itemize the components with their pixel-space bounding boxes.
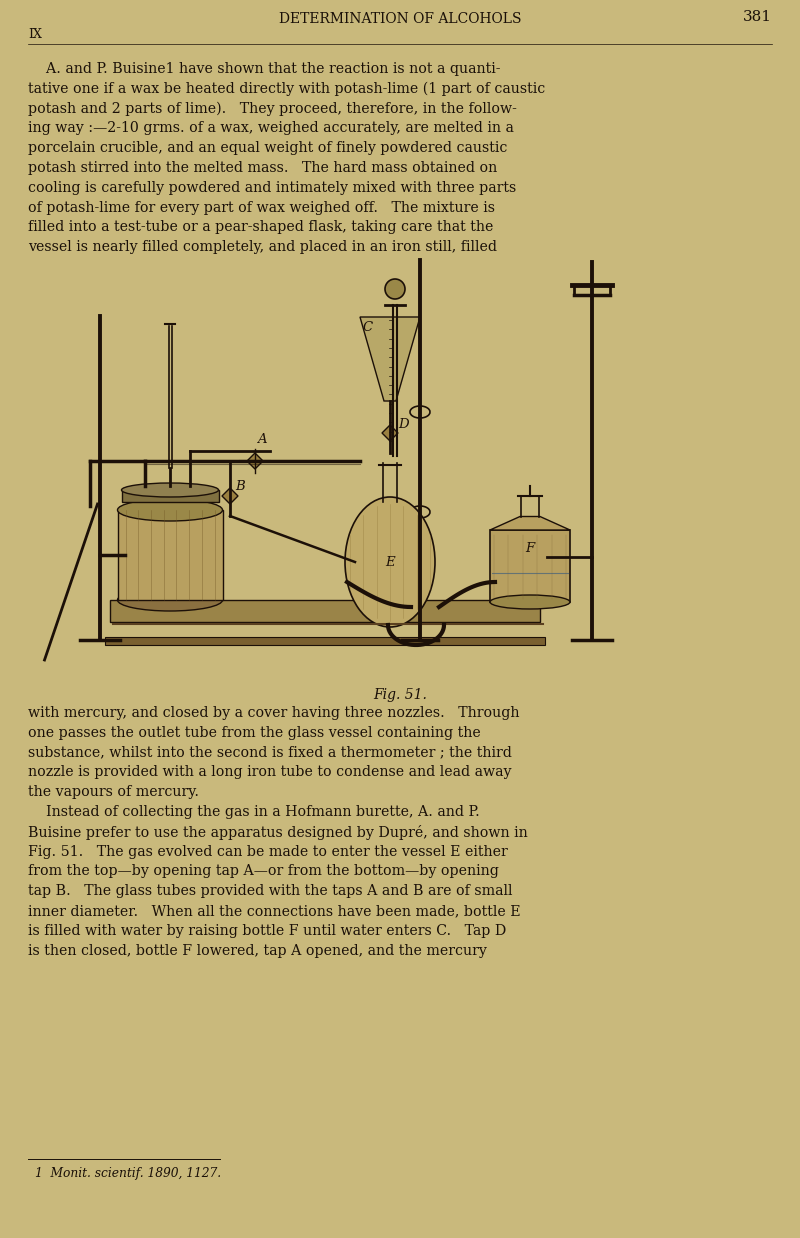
Polygon shape bbox=[222, 488, 238, 504]
Text: E: E bbox=[385, 556, 394, 568]
Text: tap B.   The glass tubes provided with the taps A and B are of small: tap B. The glass tubes provided with the… bbox=[28, 884, 513, 899]
Text: inner diameter.   When all the connections have been made, bottle E: inner diameter. When all the connections… bbox=[28, 904, 521, 919]
Bar bbox=[105, 638, 545, 645]
Text: substance, whilst into the second is fixed a thermometer ; the third: substance, whilst into the second is fix… bbox=[28, 745, 512, 760]
Ellipse shape bbox=[490, 595, 570, 609]
Text: DETERMINATION OF ALCOHOLS: DETERMINATION OF ALCOHOLS bbox=[278, 12, 522, 26]
FancyBboxPatch shape bbox=[110, 600, 540, 621]
Text: B: B bbox=[235, 480, 245, 493]
Text: porcelain crucible, and an equal weight of finely powdered caustic: porcelain crucible, and an equal weight … bbox=[28, 141, 507, 155]
Text: tative one if a wax be heated directly with potash-lime (1 part of caustic: tative one if a wax be heated directly w… bbox=[28, 82, 546, 97]
Bar bbox=[122, 490, 218, 501]
Text: 1  Monit. scientif. 1890, 1127.: 1 Monit. scientif. 1890, 1127. bbox=[35, 1167, 221, 1180]
Text: IX: IX bbox=[28, 28, 42, 41]
Bar bbox=[490, 530, 570, 602]
Text: Buisine prefer to use the apparatus designed by Dupré, and shown in: Buisine prefer to use the apparatus desi… bbox=[28, 825, 528, 839]
Text: with mercury, and closed by a cover having three nozzles.   Through: with mercury, and closed by a cover havi… bbox=[28, 706, 519, 721]
Text: 381: 381 bbox=[743, 10, 772, 24]
Text: the vapours of mercury.: the vapours of mercury. bbox=[28, 785, 199, 800]
Text: C: C bbox=[362, 321, 372, 334]
Ellipse shape bbox=[345, 496, 435, 626]
Text: from the top—by opening tap A—or from the bottom—by opening: from the top—by opening tap A—or from th… bbox=[28, 864, 499, 879]
Text: A. and P. Buisine1 have shown that the reaction is not a quanti-: A. and P. Buisine1 have shown that the r… bbox=[28, 62, 501, 76]
Text: is then closed, bottle F lowered, tap A opened, and the mercury: is then closed, bottle F lowered, tap A … bbox=[28, 943, 487, 958]
Text: potash stirred into the melted mass.   The hard mass obtained on: potash stirred into the melted mass. The… bbox=[28, 161, 498, 175]
Text: F: F bbox=[525, 542, 534, 556]
Text: is filled with water by raising bottle F until water enters C.   Tap D: is filled with water by raising bottle F… bbox=[28, 924, 506, 938]
Text: nozzle is provided with a long iron tube to condense and lead away: nozzle is provided with a long iron tube… bbox=[28, 765, 511, 780]
Polygon shape bbox=[247, 453, 263, 469]
Text: ing way :—2-10 grms. of a wax, weighed accurately, are melted in a: ing way :—2-10 grms. of a wax, weighed a… bbox=[28, 121, 514, 135]
Text: Fig. 51.: Fig. 51. bbox=[373, 688, 427, 702]
Text: one passes the outlet tube from the glass vessel containing the: one passes the outlet tube from the glas… bbox=[28, 725, 481, 740]
Ellipse shape bbox=[118, 499, 222, 521]
Text: Instead of collecting the gas in a Hofmann burette, A. and P.: Instead of collecting the gas in a Hofma… bbox=[28, 805, 480, 820]
Text: Fig. 51.   The gas evolved can be made to enter the vessel E either: Fig. 51. The gas evolved can be made to … bbox=[28, 844, 508, 859]
Ellipse shape bbox=[118, 589, 222, 612]
Ellipse shape bbox=[122, 483, 218, 496]
Bar bbox=[118, 510, 222, 600]
Text: filled into a test-tube or a pear-shaped flask, taking care that the: filled into a test-tube or a pear-shaped… bbox=[28, 220, 494, 234]
Text: A: A bbox=[257, 433, 266, 446]
Text: potash and 2 parts of lime).   They proceed, therefore, in the follow-: potash and 2 parts of lime). They procee… bbox=[28, 102, 517, 116]
Text: of potash-lime for every part of wax weighed off.   The mixture is: of potash-lime for every part of wax wei… bbox=[28, 201, 495, 214]
Polygon shape bbox=[490, 516, 570, 530]
Text: cooling is carefully powdered and intimately mixed with three parts: cooling is carefully powdered and intima… bbox=[28, 181, 516, 194]
Polygon shape bbox=[382, 425, 398, 441]
Text: vessel is nearly filled completely, and placed in an iron still, filled: vessel is nearly filled completely, and … bbox=[28, 240, 497, 254]
Text: D: D bbox=[398, 418, 409, 431]
Circle shape bbox=[385, 279, 405, 300]
Polygon shape bbox=[360, 317, 420, 401]
